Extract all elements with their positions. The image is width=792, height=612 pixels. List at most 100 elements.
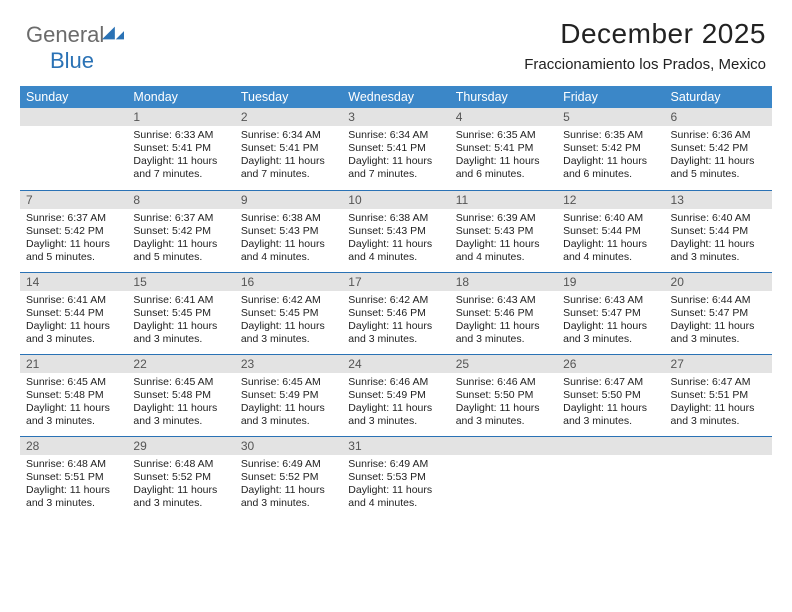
calendar-cell: 17Sunrise: 6:42 AMSunset: 5:46 PMDayligh…: [342, 272, 449, 354]
day-details: Sunrise: 6:36 AMSunset: 5:42 PMDaylight:…: [665, 126, 772, 186]
calendar-cell: 29Sunrise: 6:48 AMSunset: 5:52 PMDayligh…: [127, 436, 234, 518]
day-number: 21: [20, 355, 127, 373]
calendar-row: 14Sunrise: 6:41 AMSunset: 5:44 PMDayligh…: [20, 272, 772, 354]
calendar-cell: 14Sunrise: 6:41 AMSunset: 5:44 PMDayligh…: [20, 272, 127, 354]
calendar-row: 21Sunrise: 6:45 AMSunset: 5:48 PMDayligh…: [20, 354, 772, 436]
day-details: Sunrise: 6:39 AMSunset: 5:43 PMDaylight:…: [450, 209, 557, 269]
calendar-cell: 23Sunrise: 6:45 AMSunset: 5:49 PMDayligh…: [235, 354, 342, 436]
day-details: Sunrise: 6:34 AMSunset: 5:41 PMDaylight:…: [235, 126, 342, 186]
day-details: Sunrise: 6:42 AMSunset: 5:46 PMDaylight:…: [342, 291, 449, 351]
calendar-cell: 26Sunrise: 6:47 AMSunset: 5:50 PMDayligh…: [557, 354, 664, 436]
calendar-cell: 20Sunrise: 6:44 AMSunset: 5:47 PMDayligh…: [665, 272, 772, 354]
day-number: 8: [127, 191, 234, 209]
day-number: 10: [342, 191, 449, 209]
calendar-body: 1Sunrise: 6:33 AMSunset: 5:41 PMDaylight…: [20, 108, 772, 518]
day-details: Sunrise: 6:37 AMSunset: 5:42 PMDaylight:…: [20, 209, 127, 269]
calendar-cell: 13Sunrise: 6:40 AMSunset: 5:44 PMDayligh…: [665, 190, 772, 272]
logo-part1: General: [26, 22, 104, 47]
calendar-cell: 24Sunrise: 6:46 AMSunset: 5:49 PMDayligh…: [342, 354, 449, 436]
day-details: Sunrise: 6:45 AMSunset: 5:48 PMDaylight:…: [20, 373, 127, 433]
day-number: [665, 437, 772, 455]
calendar-cell: 27Sunrise: 6:47 AMSunset: 5:51 PMDayligh…: [665, 354, 772, 436]
header: General Blue December 2025 Fraccionamien…: [20, 18, 772, 74]
day-number: 1: [127, 108, 234, 126]
calendar-table: SundayMondayTuesdayWednesdayThursdayFrid…: [20, 86, 772, 518]
day-details: Sunrise: 6:40 AMSunset: 5:44 PMDaylight:…: [665, 209, 772, 269]
day-number: 25: [450, 355, 557, 373]
day-number: 9: [235, 191, 342, 209]
day-number: 4: [450, 108, 557, 126]
day-number: 26: [557, 355, 664, 373]
calendar-cell: 10Sunrise: 6:38 AMSunset: 5:43 PMDayligh…: [342, 190, 449, 272]
day-details: Sunrise: 6:46 AMSunset: 5:49 PMDaylight:…: [342, 373, 449, 433]
calendar-cell: 2Sunrise: 6:34 AMSunset: 5:41 PMDaylight…: [235, 108, 342, 190]
day-details: Sunrise: 6:48 AMSunset: 5:52 PMDaylight:…: [127, 455, 234, 515]
day-details: Sunrise: 6:38 AMSunset: 5:43 PMDaylight:…: [342, 209, 449, 269]
calendar-row: 7Sunrise: 6:37 AMSunset: 5:42 PMDaylight…: [20, 190, 772, 272]
calendar-cell: 30Sunrise: 6:49 AMSunset: 5:52 PMDayligh…: [235, 436, 342, 518]
calendar-cell: 12Sunrise: 6:40 AMSunset: 5:44 PMDayligh…: [557, 190, 664, 272]
day-details: Sunrise: 6:38 AMSunset: 5:43 PMDaylight:…: [235, 209, 342, 269]
logo-text: General Blue: [26, 22, 124, 74]
day-details: Sunrise: 6:41 AMSunset: 5:45 PMDaylight:…: [127, 291, 234, 351]
calendar-cell: 6Sunrise: 6:36 AMSunset: 5:42 PMDaylight…: [665, 108, 772, 190]
day-details: Sunrise: 6:41 AMSunset: 5:44 PMDaylight:…: [20, 291, 127, 351]
day-number: 19: [557, 273, 664, 291]
weekday-header: Tuesday: [235, 86, 342, 108]
calendar-cell: 5Sunrise: 6:35 AMSunset: 5:42 PMDaylight…: [557, 108, 664, 190]
calendar-cell: 7Sunrise: 6:37 AMSunset: 5:42 PMDaylight…: [20, 190, 127, 272]
day-details: Sunrise: 6:42 AMSunset: 5:45 PMDaylight:…: [235, 291, 342, 351]
day-details: Sunrise: 6:37 AMSunset: 5:42 PMDaylight:…: [127, 209, 234, 269]
location: Fraccionamiento los Prados, Mexico: [524, 56, 766, 73]
logo: General Blue: [26, 22, 124, 74]
weekday-header: Friday: [557, 86, 664, 108]
day-number: 5: [557, 108, 664, 126]
day-number: 27: [665, 355, 772, 373]
weekday-header-row: SundayMondayTuesdayWednesdayThursdayFrid…: [20, 86, 772, 108]
calendar-cell: [665, 436, 772, 518]
day-number: 3: [342, 108, 449, 126]
calendar-cell: 1Sunrise: 6:33 AMSunset: 5:41 PMDaylight…: [127, 108, 234, 190]
day-details: Sunrise: 6:47 AMSunset: 5:51 PMDaylight:…: [665, 373, 772, 433]
calendar-cell: 8Sunrise: 6:37 AMSunset: 5:42 PMDaylight…: [127, 190, 234, 272]
calendar-cell: 15Sunrise: 6:41 AMSunset: 5:45 PMDayligh…: [127, 272, 234, 354]
calendar-cell: 28Sunrise: 6:48 AMSunset: 5:51 PMDayligh…: [20, 436, 127, 518]
calendar-cell: 19Sunrise: 6:43 AMSunset: 5:47 PMDayligh…: [557, 272, 664, 354]
day-number: [450, 437, 557, 455]
calendar-row: 28Sunrise: 6:48 AMSunset: 5:51 PMDayligh…: [20, 436, 772, 518]
day-details: Sunrise: 6:49 AMSunset: 5:53 PMDaylight:…: [342, 455, 449, 515]
day-details: Sunrise: 6:46 AMSunset: 5:50 PMDaylight:…: [450, 373, 557, 433]
weekday-header: Sunday: [20, 86, 127, 108]
day-number: 6: [665, 108, 772, 126]
day-number: 16: [235, 273, 342, 291]
calendar-cell: 11Sunrise: 6:39 AMSunset: 5:43 PMDayligh…: [450, 190, 557, 272]
day-details: Sunrise: 6:35 AMSunset: 5:42 PMDaylight:…: [557, 126, 664, 186]
calendar-cell: 21Sunrise: 6:45 AMSunset: 5:48 PMDayligh…: [20, 354, 127, 436]
day-details: Sunrise: 6:34 AMSunset: 5:41 PMDaylight:…: [342, 126, 449, 186]
calendar-cell: 3Sunrise: 6:34 AMSunset: 5:41 PMDaylight…: [342, 108, 449, 190]
weekday-header: Wednesday: [342, 86, 449, 108]
day-details: Sunrise: 6:43 AMSunset: 5:47 PMDaylight:…: [557, 291, 664, 351]
day-number: 15: [127, 273, 234, 291]
calendar-cell: 25Sunrise: 6:46 AMSunset: 5:50 PMDayligh…: [450, 354, 557, 436]
day-number: 18: [450, 273, 557, 291]
day-number: 2: [235, 108, 342, 126]
day-number: 23: [235, 355, 342, 373]
calendar-cell: 4Sunrise: 6:35 AMSunset: 5:41 PMDaylight…: [450, 108, 557, 190]
calendar-cell: [20, 108, 127, 190]
calendar-cell: [557, 436, 664, 518]
calendar-row: 1Sunrise: 6:33 AMSunset: 5:41 PMDaylight…: [20, 108, 772, 190]
weekday-header: Saturday: [665, 86, 772, 108]
calendar-cell: 16Sunrise: 6:42 AMSunset: 5:45 PMDayligh…: [235, 272, 342, 354]
logo-mark-icon: [102, 24, 124, 42]
day-number: 17: [342, 273, 449, 291]
day-number: 12: [557, 191, 664, 209]
day-details: Sunrise: 6:33 AMSunset: 5:41 PMDaylight:…: [127, 126, 234, 186]
day-number: 31: [342, 437, 449, 455]
page: General Blue December 2025 Fraccionamien…: [0, 0, 792, 518]
day-details: Sunrise: 6:44 AMSunset: 5:47 PMDaylight:…: [665, 291, 772, 351]
day-details: Sunrise: 6:48 AMSunset: 5:51 PMDaylight:…: [20, 455, 127, 515]
calendar-cell: 31Sunrise: 6:49 AMSunset: 5:53 PMDayligh…: [342, 436, 449, 518]
day-details: Sunrise: 6:49 AMSunset: 5:52 PMDaylight:…: [235, 455, 342, 515]
day-details: Sunrise: 6:45 AMSunset: 5:48 PMDaylight:…: [127, 373, 234, 433]
